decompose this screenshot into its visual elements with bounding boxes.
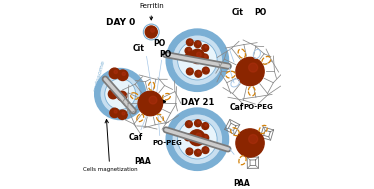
Circle shape xyxy=(109,68,120,79)
Circle shape xyxy=(190,40,191,43)
Circle shape xyxy=(195,70,202,77)
Circle shape xyxy=(105,79,136,109)
Circle shape xyxy=(249,135,258,144)
Circle shape xyxy=(122,93,125,96)
Circle shape xyxy=(172,35,223,86)
Circle shape xyxy=(197,151,200,153)
Circle shape xyxy=(166,29,229,91)
Circle shape xyxy=(205,46,207,48)
Circle shape xyxy=(184,54,191,61)
Circle shape xyxy=(188,55,190,57)
Circle shape xyxy=(113,91,116,94)
Circle shape xyxy=(196,133,201,138)
Circle shape xyxy=(95,69,145,119)
Circle shape xyxy=(197,121,200,123)
Circle shape xyxy=(110,108,119,118)
Circle shape xyxy=(138,91,163,116)
Circle shape xyxy=(178,40,217,80)
Circle shape xyxy=(194,149,201,156)
Text: PAA: PAA xyxy=(233,179,250,188)
Circle shape xyxy=(205,124,207,126)
Circle shape xyxy=(145,26,157,38)
Circle shape xyxy=(184,134,191,141)
Text: Ferritin: Ferritin xyxy=(139,3,164,9)
Text: Cells magnetization: Cells magnetization xyxy=(83,119,137,172)
Circle shape xyxy=(178,119,217,159)
Circle shape xyxy=(151,28,154,32)
Text: PO: PO xyxy=(154,39,166,48)
Circle shape xyxy=(186,121,192,128)
Circle shape xyxy=(194,120,201,127)
Circle shape xyxy=(114,110,117,113)
Circle shape xyxy=(205,148,207,150)
Text: DAY 0: DAY 0 xyxy=(105,18,135,27)
Circle shape xyxy=(202,67,209,74)
Text: DAY 21: DAY 21 xyxy=(181,98,214,107)
Circle shape xyxy=(185,47,192,54)
Circle shape xyxy=(190,70,191,72)
Text: PAA: PAA xyxy=(134,157,151,166)
Circle shape xyxy=(205,69,208,71)
Text: endosome: endosome xyxy=(92,59,105,92)
Circle shape xyxy=(188,49,190,51)
Circle shape xyxy=(190,49,205,64)
Text: PO: PO xyxy=(159,50,172,59)
Circle shape xyxy=(202,134,209,141)
Circle shape xyxy=(197,42,200,44)
Text: Cit: Cit xyxy=(232,8,243,17)
Text: Cit: Cit xyxy=(133,44,145,53)
Circle shape xyxy=(189,130,205,146)
Circle shape xyxy=(122,72,126,75)
Circle shape xyxy=(189,149,191,152)
Circle shape xyxy=(166,108,229,170)
Circle shape xyxy=(197,52,201,57)
Circle shape xyxy=(202,54,208,61)
Circle shape xyxy=(205,55,207,57)
Circle shape xyxy=(118,110,127,119)
Circle shape xyxy=(236,57,264,86)
Circle shape xyxy=(188,135,190,137)
Circle shape xyxy=(100,74,141,114)
Circle shape xyxy=(202,147,209,153)
Text: PO-PEG: PO-PEG xyxy=(152,140,182,146)
Text: Caf: Caf xyxy=(128,133,142,142)
Circle shape xyxy=(194,41,201,48)
Circle shape xyxy=(236,129,264,157)
Circle shape xyxy=(186,39,193,46)
Circle shape xyxy=(114,70,117,74)
Circle shape xyxy=(172,114,223,165)
Text: Caf: Caf xyxy=(229,103,243,112)
Text: PO-PEG: PO-PEG xyxy=(243,104,273,110)
Circle shape xyxy=(198,72,200,74)
Circle shape xyxy=(122,112,125,115)
Circle shape xyxy=(117,91,127,101)
Text: PO: PO xyxy=(254,8,267,17)
Circle shape xyxy=(202,45,209,51)
Circle shape xyxy=(108,89,118,99)
Circle shape xyxy=(186,148,193,155)
Circle shape xyxy=(149,96,157,104)
Circle shape xyxy=(249,63,258,72)
Circle shape xyxy=(188,122,191,124)
Circle shape xyxy=(186,68,193,75)
Circle shape xyxy=(202,123,209,129)
Circle shape xyxy=(205,136,207,138)
Circle shape xyxy=(117,70,128,81)
